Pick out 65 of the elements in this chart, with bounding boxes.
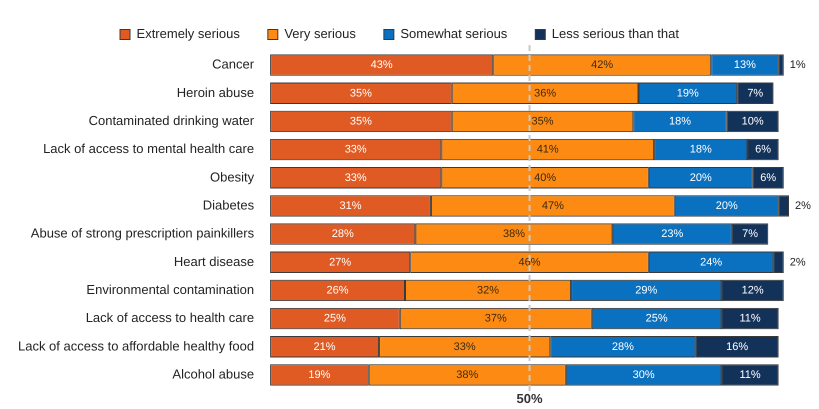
data-label: 25% [324,312,346,325]
data-label: 28% [332,228,354,240]
y-tick-label: Cancer [212,56,255,72]
data-label: 40% [534,172,556,184]
data-label: 23% [661,228,684,240]
data-label: 36% [534,87,556,100]
data-label: 7% [742,228,758,240]
y-tick-label: Heart disease [174,254,254,269]
y-tick-label: Heroin abuse [176,84,254,100]
legend-label: Extremely serious [136,26,240,42]
y-tick-label: Abuse of strong prescription painkillers [30,226,255,241]
data-label: 6% [760,172,776,184]
data-label: 31% [340,200,362,212]
data-label: 42% [591,59,614,72]
data-label: 27% [329,256,352,268]
data-label: 35% [532,115,554,128]
legend-label: Somewhat serious [400,26,508,42]
data-label: 11% [739,312,761,325]
data-label: 11% [739,368,761,381]
data-label: 1% [790,59,806,72]
data-label: 16% [726,340,748,353]
y-tick-label: Diabetes [202,197,255,212]
data-label: 28% [612,340,634,353]
data-label: 13% [734,59,756,72]
data-label: 33% [454,340,476,353]
data-label: 33% [344,144,367,156]
data-label: 41% [536,144,559,156]
y-tick-label: Contaminated drinking water [88,112,255,128]
data-label: 10% [742,115,764,128]
data-label: 18% [669,115,692,128]
data-label: 38% [456,368,478,381]
y-tick-label: Lack of access to affordable healthy food [18,338,254,354]
y-tick-label: Obesity [210,169,255,184]
data-label: 33% [344,172,367,184]
data-label: 20% [716,200,738,212]
data-label: 38% [502,228,526,240]
data-label: 2% [790,256,806,268]
data-label: 2% [795,200,812,212]
data-label: 19% [308,368,331,381]
data-label: 24% [700,256,722,268]
y-tick-label: Environmental contamination [86,282,254,297]
data-label: 6% [755,144,772,156]
y-tick-label: Lack of access to health care [86,310,254,326]
data-label: 47% [542,200,564,212]
data-label: 26% [326,284,349,296]
data-label: 21% [314,340,336,353]
data-label: 43% [370,59,393,72]
data-label: 25% [646,312,668,325]
ref-line-label: 50% [516,391,543,406]
data-label: 18% [690,144,712,156]
data-label: 19% [676,87,700,100]
data-label: 30% [632,368,655,381]
y-tick-label: Alcohol abuse [172,366,254,382]
y-tick-label: Lack of access to mental health care [43,141,254,156]
data-label: 35% [350,115,372,128]
data-label: 37% [484,312,508,325]
data-label: 32% [477,284,500,296]
data-label: 46% [518,256,541,268]
data-label: 12% [742,284,764,296]
data-label: 35% [350,87,372,100]
data-label: 7% [747,87,764,100]
data-label: 29% [635,284,658,296]
legend-label: Less serious than that [552,26,680,42]
data-label: 20% [690,172,712,184]
legend-label: Very serious [284,26,356,42]
